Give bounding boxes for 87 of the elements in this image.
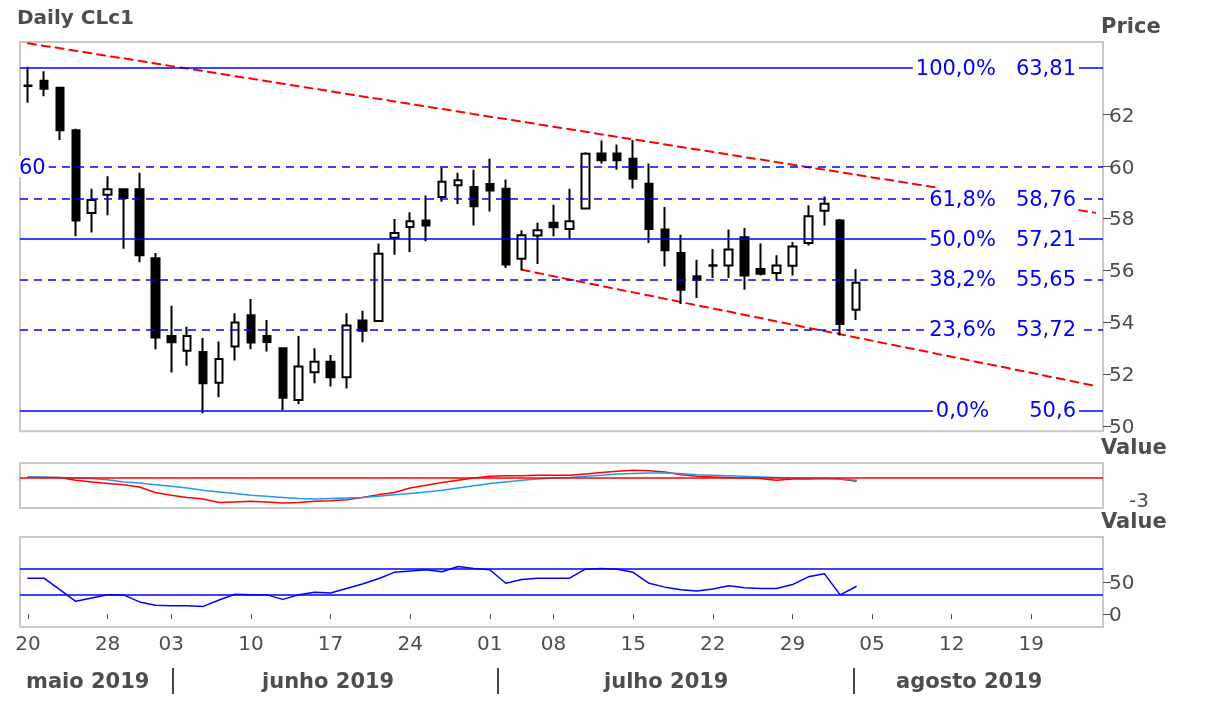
candlestick: [421, 194, 431, 243]
candlestick: [437, 166, 447, 203]
ref-line-label: 23,6% 53,72: [929, 317, 1076, 342]
x-tick-label: 01: [477, 631, 503, 655]
candlestick: [644, 162, 654, 245]
candlestick: [341, 312, 352, 390]
candlestick: [71, 127, 81, 238]
candlestick: [262, 318, 272, 353]
candlestick: [755, 242, 766, 277]
candlestick: [548, 203, 559, 238]
x-tick-label: 19: [1018, 631, 1045, 655]
candlestick: [293, 334, 304, 406]
candlestick: [612, 143, 622, 171]
candlestick: [198, 337, 208, 415]
text: agosto 2019: [896, 668, 1043, 693]
candlestick: [134, 171, 145, 264]
ref-line-label: 0,0% 50,6: [935, 398, 1076, 423]
candlestick: [485, 157, 495, 213]
y-axis-title: Price: [1101, 13, 1161, 38]
x-tick-label: 28: [94, 631, 121, 655]
y-tick-label: 52: [1109, 362, 1135, 387]
candlestick: [182, 325, 192, 367]
candlestick: [55, 86, 65, 142]
y-tick-label: 50: [1109, 570, 1135, 594]
candlestick: [676, 233, 686, 306]
candlestick: [214, 340, 224, 399]
x-tick-label: 24: [397, 631, 423, 655]
x-tick-label: 12: [938, 631, 965, 655]
y-tick-label: 58: [1109, 206, 1135, 231]
ref-line-label: 50,0% 57,21: [929, 226, 1076, 251]
y-tick-label: 62: [1109, 102, 1135, 127]
candlestick: [309, 347, 320, 385]
ref-line-label: 38,2% 55,65: [929, 267, 1076, 292]
candlestick: [325, 353, 336, 388]
x-tick-label: 05: [859, 631, 885, 655]
text: julho 2019: [603, 668, 729, 693]
candlestick: [389, 217, 400, 256]
candlestick: [150, 251, 161, 351]
candlestick: [278, 347, 288, 411]
candlestick: [501, 178, 511, 269]
x-tick-label: 03: [158, 631, 185, 655]
candlestick: [835, 217, 845, 337]
ref-line-label: 60: [19, 154, 46, 179]
candlestick: [86, 187, 97, 234]
ref-line-label: 61,8% 58,76: [929, 186, 1076, 211]
candlestick: [851, 268, 861, 321]
y-tick-label: 60: [1109, 154, 1135, 179]
candlestick: [166, 304, 177, 374]
x-tick-label: 15: [620, 631, 646, 655]
text: junho 2019: [261, 668, 395, 693]
chart-title: Daily CLc1: [17, 5, 135, 29]
candlestick: [596, 139, 607, 165]
y-tick-label: 0: [1109, 602, 1122, 627]
x-tick-label: 10: [238, 631, 264, 655]
candlestick: [739, 227, 750, 291]
x-tick-label: 20: [15, 631, 41, 655]
candlestick: [723, 228, 734, 280]
candlestick: [230, 312, 240, 362]
candlestick: [453, 171, 463, 205]
x-tick-label: 08: [540, 631, 567, 655]
candlestick: [771, 254, 782, 282]
x-tick-label: 29: [779, 631, 806, 655]
candlestick: [469, 168, 479, 227]
candlestick: [357, 309, 368, 344]
candlestick: [39, 70, 49, 98]
candlestick: [246, 298, 256, 351]
candlestick: [405, 211, 415, 253]
candlestick: [803, 204, 814, 247]
candlestick: [373, 242, 384, 322]
candlestick: [516, 229, 527, 272]
candlestick: [580, 151, 591, 210]
y-tick-label: 56: [1109, 258, 1135, 283]
candlestick: [628, 139, 638, 190]
candlestick: [708, 248, 718, 280]
candlestick: [102, 175, 113, 217]
text: maio 2019: [26, 668, 150, 693]
y-tick-label: 54: [1109, 310, 1135, 335]
candlestick: [692, 258, 702, 300]
candlestick: [787, 241, 798, 277]
candlestick: [819, 195, 830, 227]
candlestick: [532, 221, 543, 266]
x-tick-label: 17: [317, 631, 344, 655]
candlestick: [118, 188, 129, 250]
ref-line-label: 100,0% 63,81: [915, 55, 1076, 80]
candlestick: [564, 187, 575, 240]
x-tick-label: 22: [700, 631, 726, 655]
candlestick: [660, 206, 670, 268]
